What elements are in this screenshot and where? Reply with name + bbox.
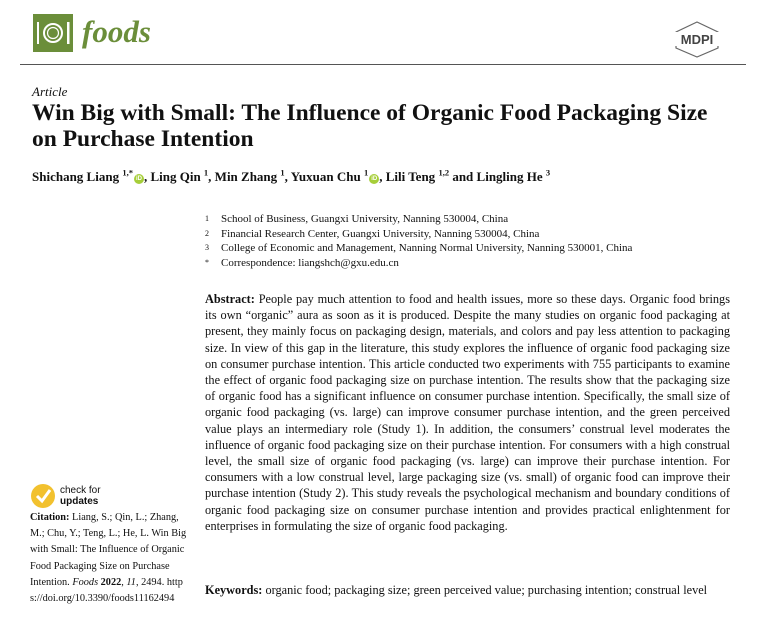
author-affiliation-mark: 1,* [122, 167, 133, 178]
author-separator: and [449, 169, 477, 184]
affiliation-number: 1 [205, 214, 209, 223]
author-name: Ling Qin [150, 169, 201, 184]
keywords-text: organic food; packaging size; green perc… [265, 583, 708, 597]
affiliation: * Correspondence: liangshch@gxu.edu.cn [205, 256, 632, 271]
citation-page: , 2494. [135, 576, 165, 588]
affiliations: 1 School of Business, Guangxi University,… [205, 212, 632, 271]
abstract-label: Abstract: [205, 292, 255, 306]
check-for-updates-button[interactable]: check for updates [30, 483, 101, 509]
author-affiliation-mark: 3 [545, 167, 551, 178]
author-name: Shichang Liang [32, 169, 120, 184]
abstract-text: People pay much attention to food and he… [205, 292, 730, 533]
header-divider [20, 64, 746, 65]
author-affiliation-mark: 1 [363, 167, 369, 178]
author: Shichang Liang 1,*iD, [32, 167, 151, 184]
check-line2: updates [60, 495, 99, 507]
mdpi-logo: MDPI [668, 20, 726, 58]
affiliation-text: Financial Research Center, Guangxi Unive… [221, 227, 540, 240]
orcid-icon[interactable]: iD [369, 174, 380, 184]
svg-text:MDPI: MDPI [681, 32, 714, 47]
author-affiliation-mark: 1 [280, 167, 285, 178]
author: Lili Teng 1,2 and [385, 167, 477, 184]
keywords-label: Keywords: [205, 583, 263, 597]
author-name: Lingling He [476, 169, 543, 184]
author-name: Lili Teng [385, 169, 436, 184]
affiliation-text: School of Business, Guangxi University, … [221, 213, 509, 225]
citation-journal: Foods [72, 576, 99, 588]
affiliation: 1 School of Business, Guangxi University,… [205, 212, 632, 227]
author: Yuxuan Chu 1iD, [290, 167, 386, 184]
author-affiliation-mark: 1 [203, 167, 209, 178]
author: Min Zhang 1, [214, 167, 291, 184]
keywords: Keywords: organic food; packaging size; … [205, 583, 745, 598]
author-name: Min Zhang [214, 169, 278, 184]
author-affiliation-mark: 1,2 [438, 167, 450, 178]
author-separator: , [284, 169, 291, 184]
affiliation-number: 3 [205, 243, 209, 253]
orcid-icon[interactable]: iD [133, 174, 144, 184]
citation-label: Citation: [30, 512, 70, 523]
citation-volume: 11 [126, 576, 136, 588]
journal-logo-icon [33, 14, 73, 52]
affiliation-number: 2 [205, 228, 209, 238]
check-updates-icon [31, 484, 55, 508]
author: Lingling He 3 [476, 167, 551, 184]
doi-link[interactable]: https://doi.org/10.3390/foods11162494 [30, 576, 183, 605]
affiliation-text: College of Economic and Management, Nann… [221, 242, 633, 255]
affiliation-text: Correspondence: liangshch@gxu.edu.cn [221, 257, 399, 270]
author: Ling Qin 1, [150, 167, 215, 184]
citation-year: 2022 [100, 576, 122, 588]
abstract: Abstract: People pay much attention to f… [205, 291, 730, 534]
affiliation: 3 College of Economic and Management, Nan… [205, 241, 632, 256]
author-list: Shichang Liang 1,*iD, Ling Qin 1, Min Zh… [32, 167, 551, 185]
affiliation-number: * [205, 258, 209, 268]
citation: Citation: Liang, S.; Qin, L.; Zhang, M.;… [30, 512, 187, 605]
check-line1: check for [60, 484, 101, 496]
citation-text: Liang, S.; Qin, L.; Zhang, M.; Chu, Y.; … [30, 512, 187, 588]
article-title: Win Big with Small: The Influence of Org… [32, 100, 708, 152]
author-separator: , [143, 169, 151, 184]
author-name: Yuxuan Chu [290, 169, 361, 184]
journal-name: foods [82, 14, 151, 49]
affiliation: 2 Financial Research Center, Guangxi Univ… [205, 227, 632, 242]
article-type: Article [32, 84, 68, 99]
author-separator: , [379, 169, 386, 184]
author-separator: , [208, 169, 215, 184]
